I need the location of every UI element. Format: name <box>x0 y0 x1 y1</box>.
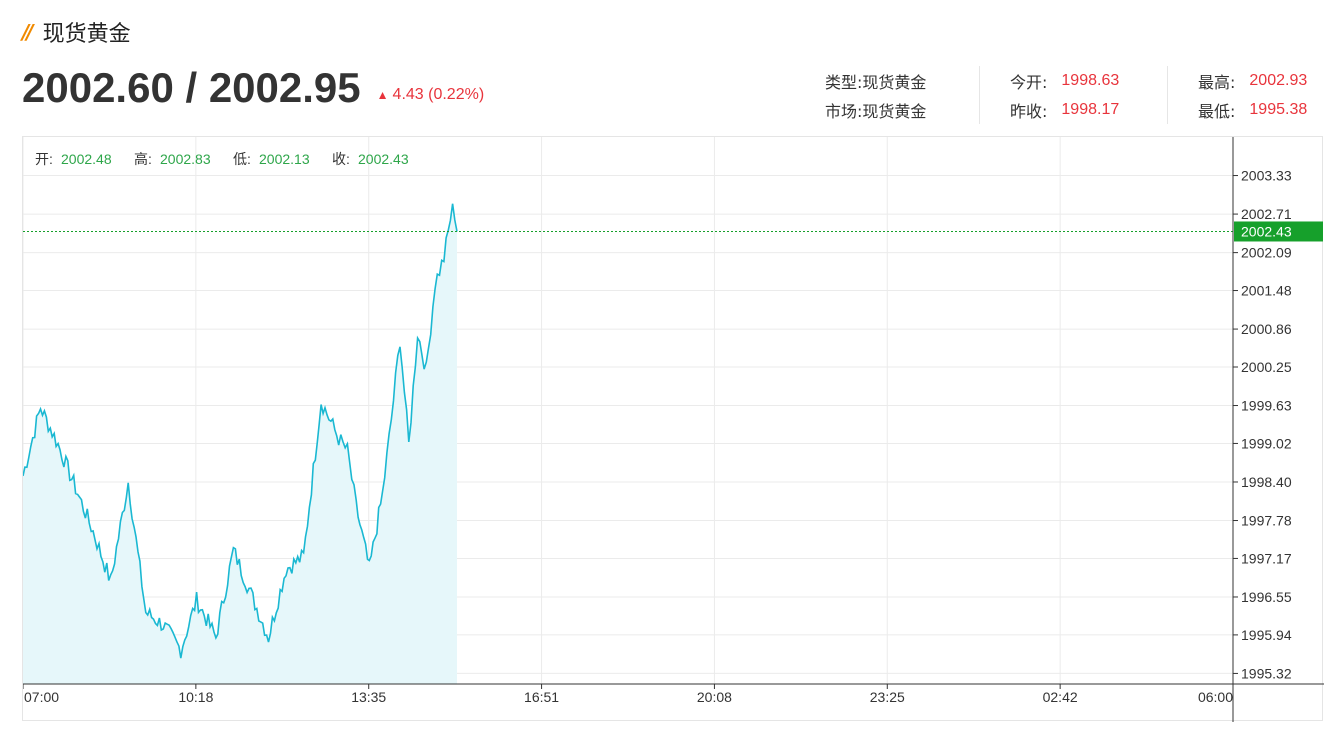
chart-axes <box>23 137 1324 722</box>
ohlc-low-label: 低: <box>233 151 251 167</box>
title-row: // 现货黄金 <box>22 16 131 48</box>
arrow-up-icon: ▲ <box>376 88 389 102</box>
y-tick-label: 2000.86 <box>1241 321 1292 337</box>
last-price-label: 2002.43 <box>1241 223 1292 239</box>
stat-low-value: 1995.38 <box>1249 100 1308 118</box>
ohlc-close-value: 2002.43 <box>358 151 409 167</box>
y-axis-ticks: 2003.33 2002.71 2002.09 2001.48 2000.86 2000.… <box>1233 168 1292 681</box>
ohlc-open-label: 开: <box>35 151 53 167</box>
x-tick-label: 10:18 <box>178 689 213 705</box>
stat-open: 今开: 1998.63 <box>979 66 1167 95</box>
ohlc-close-label: 收: <box>332 151 350 167</box>
price-chart[interactable]: 2002.43 2003.33 2002.71 2002.09 2001.48 2000… <box>23 137 1324 722</box>
ohlc-high-label: 高: <box>134 151 152 167</box>
y-tick-label: 1995.32 <box>1241 665 1292 681</box>
stat-high: 最高: 2002.93 <box>1167 66 1323 95</box>
brand-slash-icon: // <box>22 20 33 44</box>
stat-type-label: 类型: <box>825 72 863 92</box>
x-tick-label: 16:51 <box>524 689 559 705</box>
stat-prev-close: 昨收: 1998.17 <box>979 95 1167 124</box>
price-change-value: 4.43 (0.22%) <box>392 86 485 103</box>
stat-high-label: 最高: <box>1198 72 1236 92</box>
y-tick-label: 1995.94 <box>1241 627 1292 643</box>
stat-high-value: 2002.93 <box>1249 71 1308 89</box>
x-tick-label: 07:00 <box>24 689 59 705</box>
ohlc-high-value: 2002.83 <box>160 151 211 167</box>
stat-low-label: 最低: <box>1198 101 1236 121</box>
stats-panel: 类型: 现货黄金 今开: 1998.63 最高: 2002.93 市场: 现货黄… <box>819 66 1323 124</box>
stat-low: 最低: 1995.38 <box>1167 95 1323 124</box>
bid-ask-price: 2002.60 / 2002.95 <box>22 64 361 111</box>
stat-open-value: 1998.63 <box>1061 71 1120 89</box>
x-tick-label: 23:25 <box>870 689 905 705</box>
y-tick-label: 1997.78 <box>1241 513 1292 529</box>
stat-open-label: 今开: <box>1010 72 1048 92</box>
last-price-marker: 2002.43 <box>23 221 1323 242</box>
price-row: 2002.60 / 2002.95 ▲ 4.43 (0.22%) <box>22 64 484 112</box>
y-tick-label: 2002.09 <box>1241 245 1292 261</box>
chart-container[interactable]: 2002.43 2003.33 2002.71 2002.09 2001.48 2000… <box>22 136 1324 722</box>
x-axis-ticks: 07:00 10:18 13:35 16:51 20:08 23:25 02:42 06:00 <box>23 684 1234 705</box>
y-tick-label: 1997.17 <box>1241 550 1292 566</box>
stat-prev-close-value: 1998.17 <box>1061 100 1120 118</box>
y-tick-label: 2003.33 <box>1241 168 1292 184</box>
stat-market: 市场: 现货黄金 <box>819 95 979 124</box>
y-tick-label: 2001.48 <box>1241 283 1292 299</box>
stat-market-value: 现货黄金 <box>862 101 927 121</box>
stat-type-value: 现货黄金 <box>862 72 927 92</box>
x-tick-label: 02:42 <box>1043 689 1078 705</box>
chart-grid <box>23 137 1234 684</box>
x-tick-label: 06:00 <box>1198 689 1233 705</box>
ohlc-open-value: 2002.48 <box>61 151 112 167</box>
stat-prev-close-label: 昨收: <box>1010 101 1048 121</box>
y-tick-label: 1996.55 <box>1241 589 1292 605</box>
y-tick-label: 1998.40 <box>1241 474 1292 490</box>
stat-type: 类型: 现货黄金 <box>819 66 979 95</box>
price-line <box>23 203 458 659</box>
y-tick-label: 2002.71 <box>1241 206 1292 222</box>
x-tick-label: 20:08 <box>697 689 732 705</box>
price-area-fill <box>23 203 457 684</box>
page-title: 现货黄金 <box>42 22 131 47</box>
y-tick-label: 1999.02 <box>1241 435 1292 451</box>
ohlc-readout: 开: 2002.48 高: 2002.83 低: 2002.13 收: 2002… <box>35 151 409 167</box>
last-price-tag <box>1234 221 1323 242</box>
ohlc-low-value: 2002.13 <box>259 151 310 167</box>
y-tick-label: 1999.63 <box>1241 398 1292 414</box>
stat-market-label: 市场: <box>825 101 863 121</box>
price-change: ▲ 4.43 (0.22%) <box>377 86 485 104</box>
x-tick-label: 13:35 <box>351 689 386 705</box>
y-tick-label: 2000.25 <box>1241 359 1292 375</box>
